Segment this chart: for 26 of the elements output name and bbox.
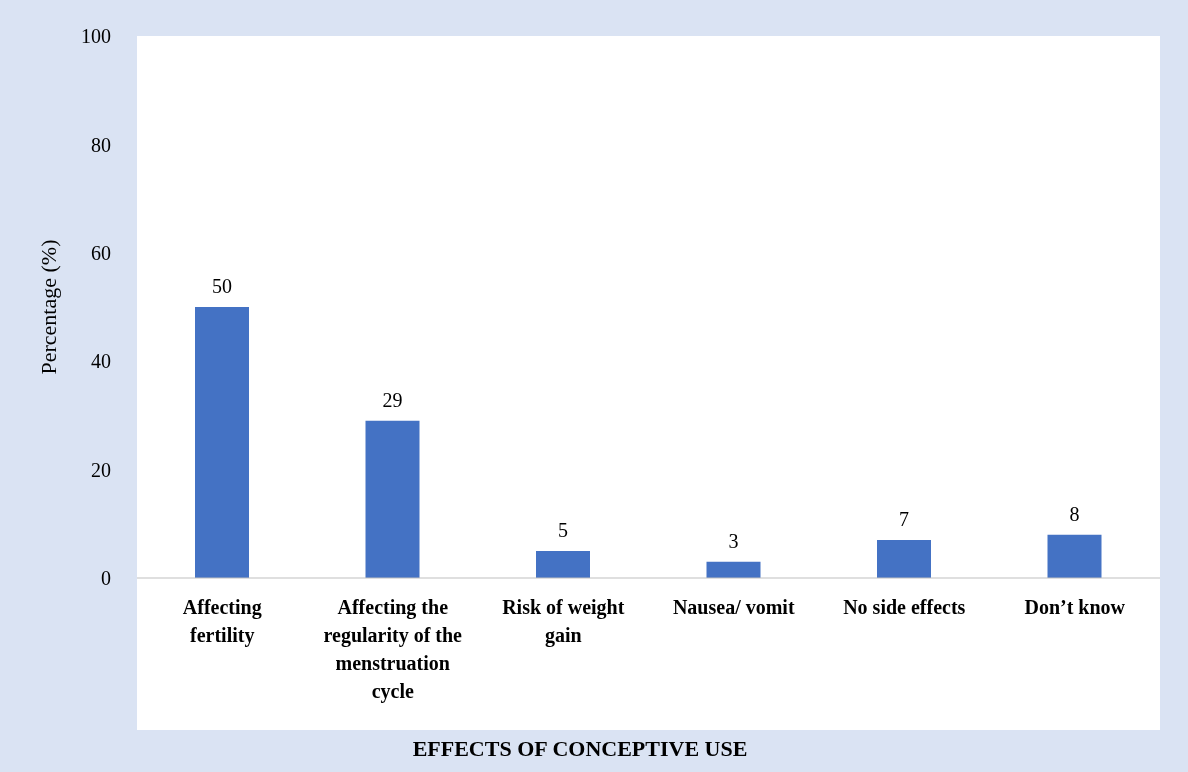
x-tick-label: Nausea/ vomit <box>672 596 795 618</box>
y-tick-label: 80 <box>91 133 111 156</box>
bar <box>877 540 931 578</box>
data-label: 8 <box>1069 502 1080 525</box>
x-tick-label: Affecting the regularity of the menstruation cycle <box>323 596 463 703</box>
y-axis-title: Percentage (%) <box>35 239 61 375</box>
data-label: 5 <box>558 518 568 541</box>
data-label: 29 <box>382 388 403 411</box>
x-tick-label: Don’t know <box>1024 596 1126 618</box>
x-axis-title: EFFECTS OF CONCEPTIVE USE <box>411 736 749 762</box>
x-tick-label: No side effects <box>843 596 966 618</box>
bar <box>536 550 590 578</box>
bar <box>195 307 249 578</box>
bar <box>1047 534 1102 578</box>
data-label: 3 <box>728 529 739 552</box>
bar <box>365 420 420 578</box>
y-tick-label: 20 <box>91 458 111 481</box>
data-label: 7 <box>899 508 909 531</box>
x-tick-label: Affecting fertility <box>182 596 262 647</box>
x-tick-label: Risk of weight gain <box>502 596 625 647</box>
y-tick-label: 40 <box>91 350 111 373</box>
data-label: 50 <box>212 275 232 297</box>
y-tick-label: 100 <box>81 25 111 48</box>
y-tick-label: 60 <box>91 241 111 264</box>
y-tick-label: 0 <box>101 567 111 590</box>
bar <box>706 561 761 578</box>
